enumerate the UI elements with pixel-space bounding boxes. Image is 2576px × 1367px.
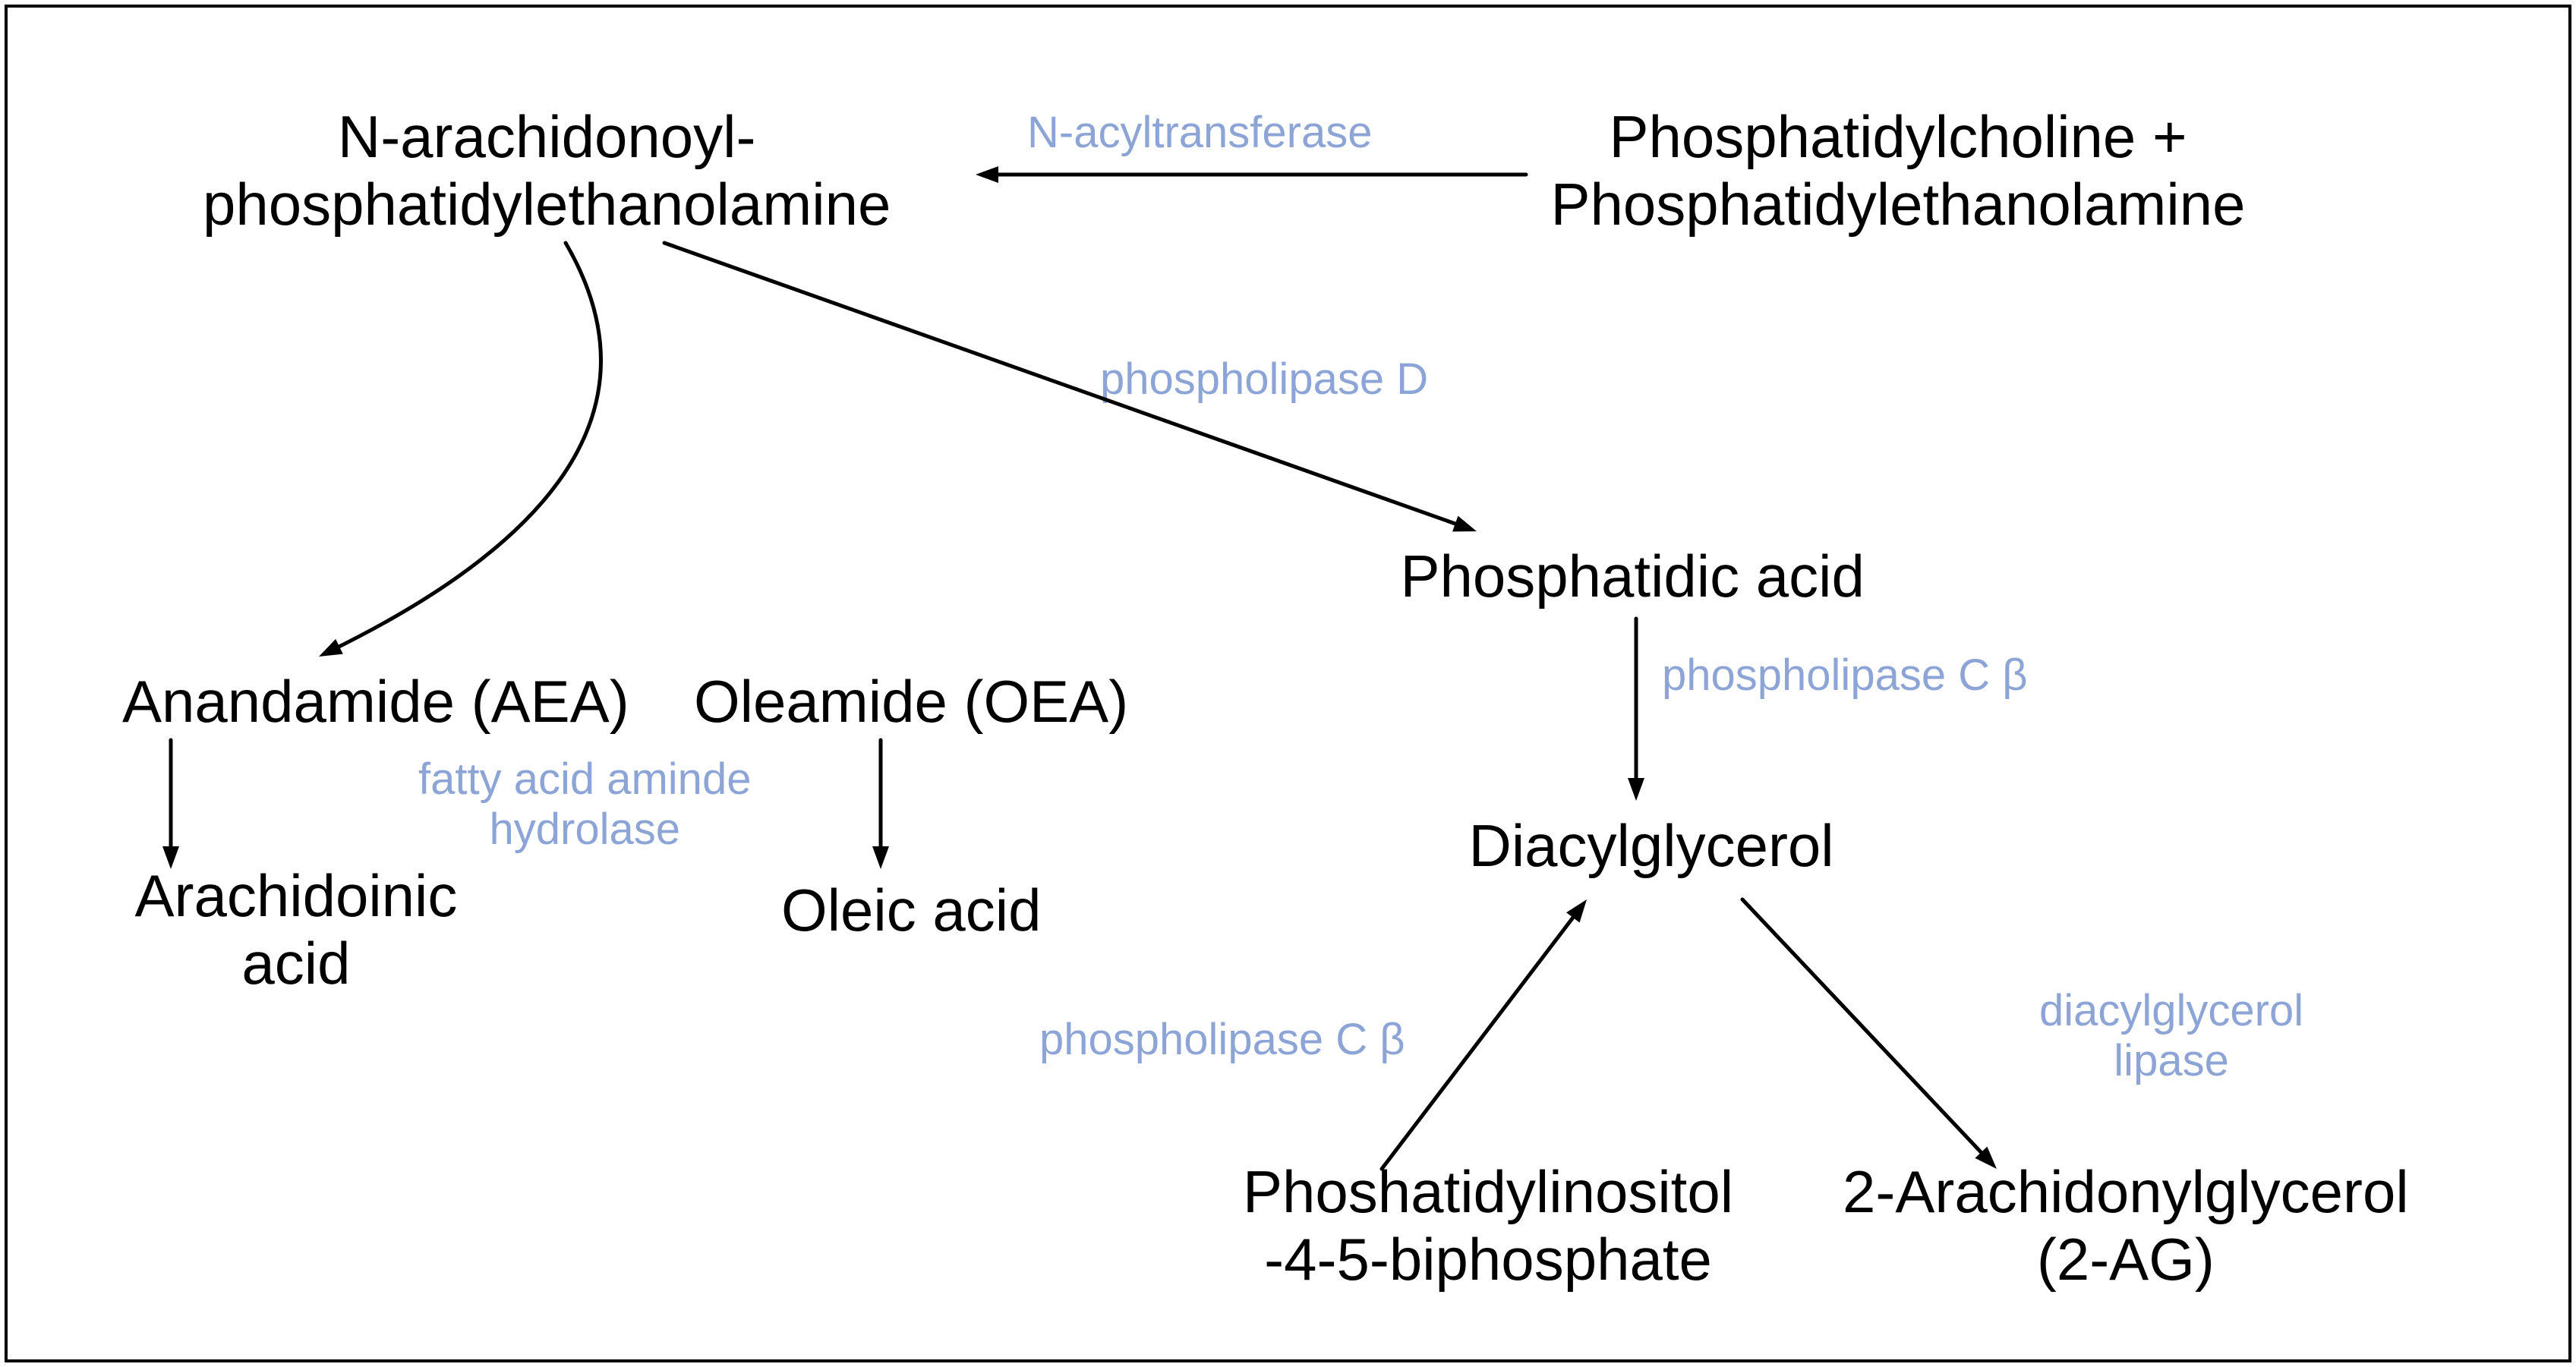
enzyme-phospholipase-c-beta-1: phospholipase C β (1662, 650, 2028, 701)
node-oleic-acid: Oleic acid (781, 877, 1041, 945)
enzyme-diacylglycerol-lipase: diacylglycerol lipase (2039, 986, 2303, 1087)
node-arachidonic-acid: Arachidoinic acid (135, 862, 458, 998)
node-2ag: 2-Arachidonylglycerol (2-AG) (1843, 1158, 2409, 1294)
node-anandamide: Anandamide (AEA) (122, 668, 629, 736)
node-diacylglycerol: Diacylglycerol (1469, 812, 1834, 880)
enzyme-n-acyltransferase: N-acyltransferase (1027, 108, 1372, 159)
node-phosphatidic-acid: Phosphatidic acid (1401, 543, 1865, 611)
node-oleamide: Oleamide (OEA) (694, 668, 1128, 736)
node-pip2: Phoshatidylinositol -4-5-biphosphate (1243, 1158, 1733, 1294)
diagram-canvas: N-arachidonoyl- phosphatidylethanolamine… (0, 0, 2576, 1367)
enzyme-phospholipase-d: phospholipase D (1100, 354, 1428, 405)
enzyme-faah: fatty acid aminde hydrolase (418, 754, 751, 855)
node-nape: N-arachidonoyl- phosphatidylethanolamine (203, 103, 891, 239)
node-pc-pe: Phosphatidylcholine + Phosphatidylethano… (1551, 103, 2246, 239)
enzyme-phospholipase-c-beta-2: phospholipase C β (1039, 1015, 1405, 1066)
